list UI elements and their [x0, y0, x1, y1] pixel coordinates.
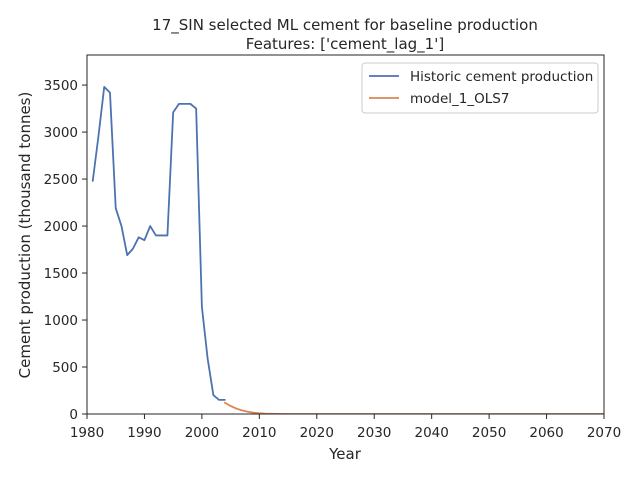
legend: Historic cement production model_1_OLS7 — [361, 62, 599, 114]
plot-frame — [86, 54, 605, 415]
y-tick-label: 1000 — [44, 313, 78, 329]
legend-box — [361, 62, 599, 114]
legend-label: model_1_OLS7 — [410, 91, 509, 107]
x-tick-label: 2050 — [472, 425, 506, 441]
y-tick-label: 1500 — [44, 266, 78, 282]
series-line-1 — [223, 401, 604, 414]
y-tick-label: 2500 — [44, 172, 78, 188]
series-line-0 — [91, 86, 226, 401]
y-tick-label: 2000 — [44, 219, 78, 235]
y-axis-label: Cement production (thousand tonnes) — [16, 92, 34, 379]
legend-label: Historic cement production — [410, 69, 593, 85]
x-tick-label: 2020 — [300, 425, 334, 441]
plot-area: 1980 1990 2000 2010 2020 2030 2040 2050 2060 2070… — [44, 54, 621, 441]
y-tick-label: 3000 — [44, 125, 78, 141]
x-tick-label: 2040 — [414, 425, 448, 441]
y-tick-label: 3500 — [44, 78, 78, 94]
x-tick-label: 2030 — [357, 425, 391, 441]
x-tick-label: 1980 — [70, 425, 104, 441]
y-tick-label: 0 — [69, 407, 78, 423]
chart-subtitle: Features: ['cement_lag_1'] — [246, 35, 444, 54]
x-tick-label: 1990 — [127, 425, 161, 441]
y-tick-label: 500 — [52, 360, 78, 376]
x-tick-label: 2000 — [185, 425, 219, 441]
x-axis-label: Year — [328, 445, 362, 463]
chart-title: 17_SIN selected ML cement for baseline p… — [152, 16, 538, 35]
x-tick-label: 2060 — [529, 425, 563, 441]
x-tick-label: 2070 — [587, 425, 621, 441]
x-tick-label: 2010 — [242, 425, 276, 441]
